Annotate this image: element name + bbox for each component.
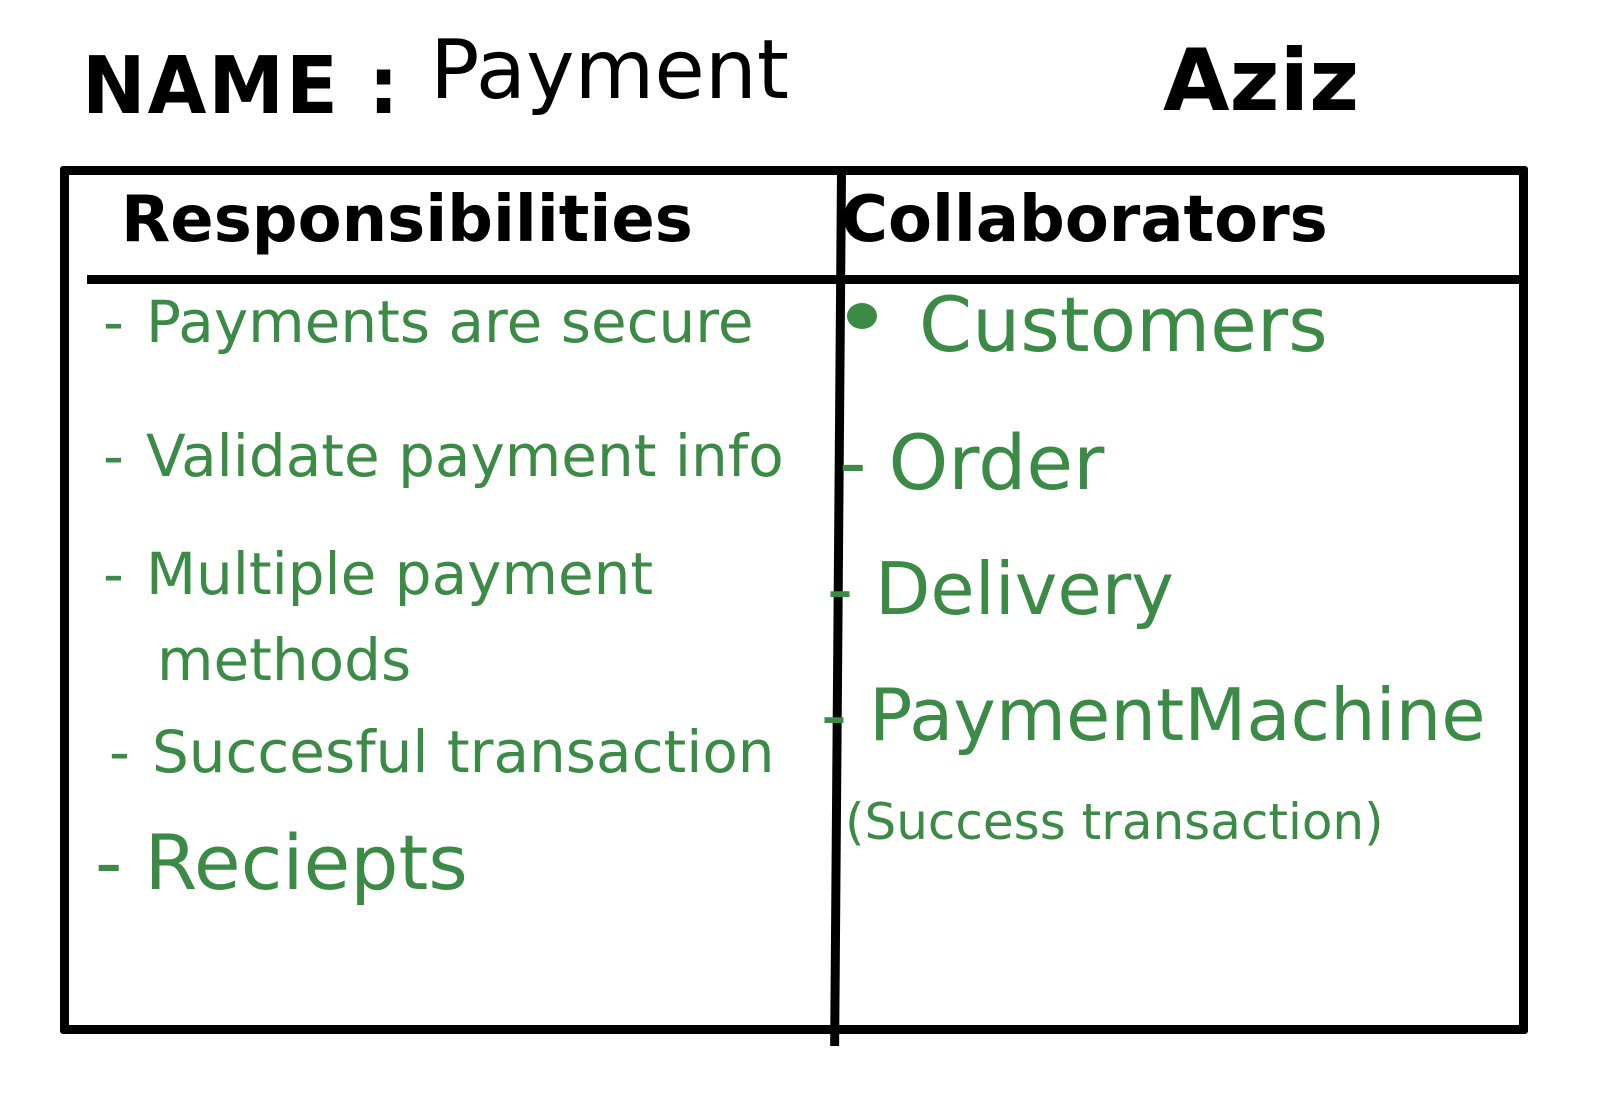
collaborator-note: (Success transaction)	[845, 797, 1384, 847]
class-name: Payment	[430, 30, 789, 112]
responsibility-item: - Multiple payment	[103, 545, 653, 603]
collaborator-text: Delivery	[875, 547, 1174, 631]
name-label: NAME :	[82, 46, 401, 126]
responsibility-item-continued: methods	[157, 631, 411, 689]
author-name: Aziz	[1163, 38, 1359, 124]
collaborator-item: - PaymentMachine	[821, 679, 1486, 751]
responsibility-item: - Payments are secure	[103, 293, 754, 351]
collaborator-item: Customers	[847, 287, 1328, 363]
collaborators-heading: Collaborators	[841, 179, 1328, 262]
dash-bullet: -	[95, 825, 122, 901]
responsibility-text: Multiple payment	[146, 540, 653, 608]
collaborator-text: Order	[888, 418, 1104, 507]
dot-bullet	[847, 303, 877, 329]
dash-bullet: -	[103, 545, 124, 603]
responsibilities-heading: Responsibilities	[121, 179, 693, 262]
collaborator-item: - Order	[839, 425, 1104, 501]
dash-bullet: -	[109, 723, 130, 781]
collaborator-item: - Delivery	[827, 553, 1174, 625]
dash-bullet: -	[103, 427, 124, 485]
dash-bullet: -	[821, 679, 847, 751]
responsibility-text: methods	[157, 626, 411, 694]
responsibility-item: - Succesful transaction	[109, 723, 775, 781]
responsibility-text: Payments are secure	[146, 288, 754, 356]
responsibility-text: Succesful transaction	[152, 718, 775, 786]
crc-card: Responsibilities Collaborators - Payments…	[60, 166, 1528, 1034]
dash-bullet: -	[839, 425, 866, 501]
dash-bullet: -	[827, 553, 853, 625]
collaborator-text: Customers	[919, 280, 1328, 369]
responsibility-text: Reciepts	[144, 818, 467, 907]
responsibility-text: Validate payment info	[146, 422, 784, 490]
collaborator-text: (Success transaction)	[845, 793, 1384, 851]
dash-bullet: -	[103, 293, 124, 351]
responsibility-item: - Validate payment info	[103, 427, 784, 485]
collaborator-text: PaymentMachine	[869, 673, 1486, 757]
responsibility-item: - Reciepts	[95, 825, 468, 901]
